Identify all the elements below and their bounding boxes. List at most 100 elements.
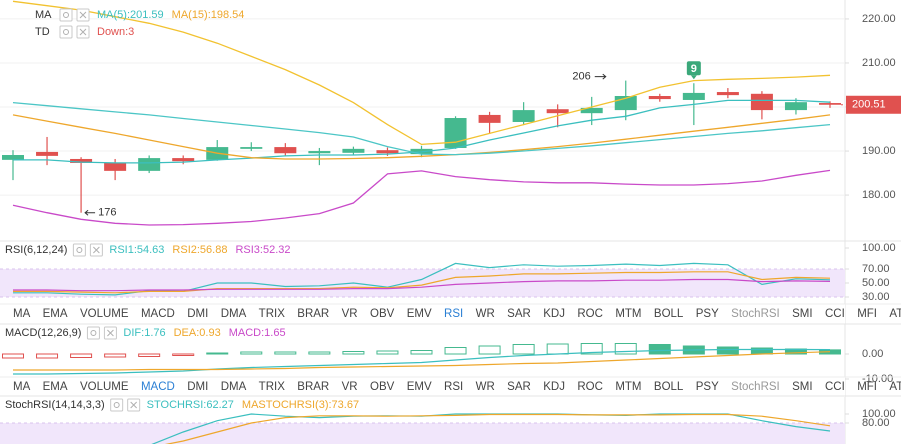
- indicator-line: [13, 278, 831, 292]
- tab[interactable]: BOLL: [654, 381, 684, 393]
- tab[interactable]: MA: [13, 381, 31, 393]
- indicator-value: Down:3: [97, 26, 134, 38]
- candle-body: [750, 93, 773, 111]
- tab[interactable]: VR: [342, 381, 358, 393]
- y-tick-label: 190.00: [862, 145, 896, 157]
- tab[interactable]: VR: [342, 308, 358, 320]
- td-label: 9: [691, 63, 697, 75]
- eye-icon: [59, 25, 73, 39]
- tab[interactable]: EMA: [43, 308, 68, 320]
- last-price-tag: [846, 95, 901, 114]
- tab[interactable]: StochRSI: [731, 381, 780, 393]
- tab[interactable]: RSI: [444, 381, 463, 393]
- y-tick-label: 30.00: [862, 291, 890, 303]
- tab[interactable]: DMI: [187, 308, 208, 320]
- macd-bar: [274, 351, 297, 355]
- tab[interactable]: PSY: [696, 381, 719, 393]
- tab[interactable]: MACD: [141, 308, 175, 320]
- tab[interactable]: MA: [13, 308, 31, 320]
- indicator-line: [164, 413, 831, 444]
- tab[interactable]: TRIX: [259, 308, 286, 320]
- tab[interactable]: DMI: [187, 381, 208, 393]
- eye-icon: [86, 326, 100, 340]
- tab[interactable]: CCI: [825, 381, 845, 393]
- close-icon-x: [107, 329, 114, 337]
- tab[interactable]: KDJ: [543, 308, 565, 320]
- tab[interactable]: VOLUME: [80, 308, 129, 320]
- macd-bar: [478, 345, 501, 355]
- tab[interactable]: MFI: [857, 308, 877, 320]
- indicator-tabs: MA EMA VOLUME MACD DMI DMA TRIX BRAR VR OBV EMV RSI…: [0, 303, 901, 324]
- y-tick-label: 220.00: [862, 13, 896, 25]
- macd-bar: [512, 344, 535, 355]
- macd-bar: [716, 346, 739, 355]
- eye-icon: [59, 8, 73, 22]
- macd-bar: [2, 353, 24, 359]
- tab[interactable]: TRIX: [259, 381, 286, 393]
- tab[interactable]: ATR: [889, 308, 901, 320]
- tab[interactable]: BRAR: [297, 308, 329, 320]
- indicator-line: [13, 351, 831, 371]
- tab[interactable]: CCI: [825, 308, 845, 320]
- tab[interactable]: ROC: [577, 308, 603, 320]
- tab[interactable]: DMA: [221, 381, 247, 393]
- tab[interactable]: StochRSI: [731, 308, 780, 320]
- indicator-line: [13, 348, 831, 375]
- tab[interactable]: OBV: [370, 308, 395, 320]
- tab[interactable]: SMI: [792, 308, 812, 320]
- tab[interactable]: BOLL: [654, 308, 684, 320]
- macd-bar: [614, 343, 637, 355]
- candle-body: [36, 151, 59, 156]
- macd-bar: [206, 352, 229, 355]
- tab[interactable]: DMA: [221, 308, 247, 320]
- indicator-line: [12, 169, 831, 226]
- tab[interactable]: EMV: [407, 308, 432, 320]
- y-tick-label: 80.00: [862, 417, 890, 429]
- candle-body: [2, 155, 24, 160]
- y-tick-label: 100.00: [862, 408, 896, 420]
- td-tag-pointer: [690, 75, 697, 80]
- tab[interactable]: OBV: [370, 381, 395, 393]
- td-tag: [686, 61, 701, 76]
- indicator-name: StochRSI(14,14,3,3): [5, 399, 105, 411]
- tab[interactable]: MTM: [615, 308, 641, 320]
- tab[interactable]: MACD: [141, 381, 175, 393]
- tab[interactable]: MTM: [615, 381, 641, 393]
- tab[interactable]: VOLUME: [80, 381, 129, 393]
- macd-bar: [444, 347, 467, 355]
- band: [0, 269, 845, 298]
- tab[interactable]: RSI: [444, 308, 463, 320]
- close-icon-x: [93, 246, 100, 254]
- macd-bar: [138, 353, 161, 357]
- candle-body: [512, 110, 535, 122]
- tab[interactable]: SAR: [507, 308, 531, 320]
- candle-body: [580, 107, 603, 114]
- macd-bar: [546, 343, 569, 355]
- tab[interactable]: WR: [476, 381, 495, 393]
- extreme-arrow: [594, 73, 607, 80]
- eye-icon-dot: [90, 330, 97, 336]
- tab[interactable]: EMA: [43, 381, 68, 393]
- tab[interactable]: SAR: [507, 381, 531, 393]
- indicator-tabs: MA EMA VOLUME MACD DMI DMA TRIX BRAR VR OBV EMV RSI…: [0, 376, 901, 397]
- tab[interactable]: EMV: [407, 381, 432, 393]
- tab[interactable]: SMI: [792, 381, 812, 393]
- candle-body: [104, 162, 127, 171]
- tab[interactable]: ATR: [889, 381, 901, 393]
- macd-bar: [70, 353, 93, 358]
- tab[interactable]: BRAR: [297, 381, 329, 393]
- tab[interactable]: WR: [476, 308, 495, 320]
- macd-bar: [308, 351, 331, 355]
- indicator-line: [12, 101, 831, 156]
- tab[interactable]: KDJ: [543, 381, 565, 393]
- candle-body: [784, 102, 807, 111]
- tab[interactable]: PSY: [696, 308, 719, 320]
- macd-bar: [580, 343, 603, 355]
- y-tick-label: 50.00: [862, 277, 890, 289]
- eye-icon-dot: [63, 29, 69, 35]
- tab[interactable]: MFI: [857, 381, 877, 393]
- indicator-name: MACD(12,26,9): [5, 327, 81, 339]
- tab[interactable]: ROC: [577, 381, 603, 393]
- last-price-label: 200.51: [852, 99, 886, 111]
